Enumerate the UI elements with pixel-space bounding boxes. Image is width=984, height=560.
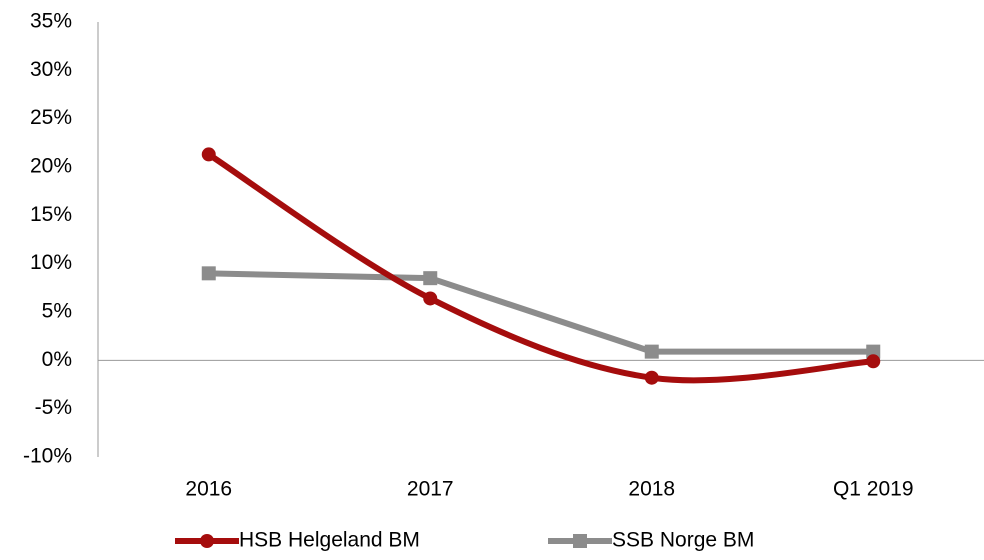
data-point: [201, 147, 216, 162]
data-point: [866, 344, 881, 359]
y-tick-label: 0%: [42, 348, 72, 371]
y-tick-label: 20%: [30, 155, 72, 178]
y-tick-label: 35%: [30, 10, 72, 33]
y-tick-label: 15%: [30, 203, 72, 226]
legend-label: HSB Helgeland BM: [239, 529, 420, 552]
x-tick-label: 2017: [407, 478, 454, 501]
y-tick-label: -5%: [35, 396, 72, 419]
series-line: [208, 270, 874, 355]
y-tick-label: 30%: [30, 58, 72, 81]
y-tick-label: -10%: [23, 445, 72, 468]
legend-marker: [200, 534, 214, 548]
y-tick-label: 10%: [30, 251, 72, 274]
data-point: [423, 271, 438, 286]
data-point: [644, 370, 659, 385]
data-point: [201, 266, 216, 281]
data-point: [866, 354, 881, 369]
data-point: [423, 291, 438, 306]
x-tick-label: Q1 2019: [833, 478, 914, 501]
data-point: [644, 344, 659, 359]
legend-label: SSB Norge BM: [612, 529, 754, 552]
x-tick-label: 2016: [185, 478, 232, 501]
x-tick-label: 2018: [628, 478, 675, 501]
y-tick-label: 25%: [30, 106, 72, 129]
series-line: [207, 151, 874, 384]
legend-marker: [573, 534, 587, 548]
y-tick-label: 5%: [42, 300, 72, 323]
